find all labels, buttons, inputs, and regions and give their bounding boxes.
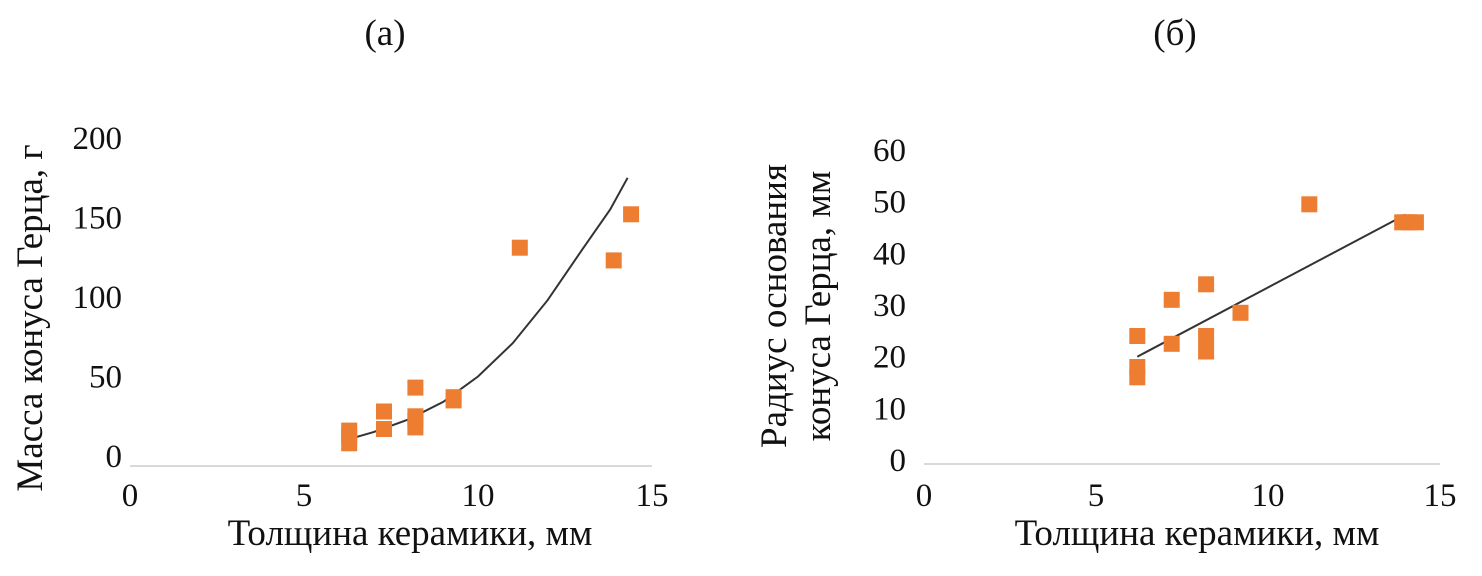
panel-a-y-tick-label: 150 xyxy=(73,201,123,237)
panel-b-y-axis-title-line1: Радиус основания xyxy=(754,164,795,448)
panel-b-y-tick-labels: 0 10 20 30 40 50 60 xyxy=(873,133,906,479)
panel-b-data-point xyxy=(1301,196,1318,213)
panel-b-y-tick-label: 40 xyxy=(873,236,906,272)
panel-a-points xyxy=(341,206,640,452)
panel-b-data-point xyxy=(1129,328,1146,344)
panel-a-data-point xyxy=(376,421,392,437)
panel-a-data-point xyxy=(605,252,622,269)
panel-a-data-point xyxy=(511,239,528,256)
panel-b-data-point xyxy=(1163,335,1180,352)
panel-a-data-point xyxy=(341,422,358,439)
panel-b-x-tick-label: 5 xyxy=(1088,478,1105,514)
panel-b-y-tick-label: 60 xyxy=(873,133,906,169)
panel-a-data-point xyxy=(445,392,462,409)
panel-b-data-point xyxy=(1129,359,1146,375)
panel-b-x-tick-label: 15 xyxy=(1424,478,1457,514)
panel-a-data-point xyxy=(407,379,424,396)
panel-a-trendline xyxy=(345,177,629,442)
panel-b-x-tick-label: 10 xyxy=(1252,478,1285,514)
panel-a: (а) 0 50 100 150 200 0 5 10 15 Толщина керамики… xyxy=(10,13,669,554)
panel-b: (б) 0 10 20 30 40 50 60 0 5 10 15 Толщина керамик… xyxy=(754,13,1457,554)
panel-a-x-tick-labels: 0 5 10 15 xyxy=(122,478,669,514)
panel-a-y-tick-label: 50 xyxy=(89,360,122,396)
panel-a-x-tick-label: 10 xyxy=(462,478,495,514)
panel-a-y-axis-title: Масса конуса Герца, г xyxy=(10,144,51,491)
panel-a-label: (а) xyxy=(364,13,405,54)
panel-b-y-tick-label: 0 xyxy=(890,443,907,479)
panel-b-y-axis-title-line2: конуса Герца, мм xyxy=(798,171,839,442)
panel-b-data-point xyxy=(1198,276,1215,293)
panel-b-data-point xyxy=(1407,214,1424,231)
panel-b-x-axis-title: Толщина керамики, мм xyxy=(1015,513,1380,554)
panel-a-x-axis-title: Толщина керамики, мм xyxy=(228,513,593,554)
panel-b-label: (б) xyxy=(1153,13,1196,54)
panel-a-data-point xyxy=(407,408,424,425)
panel-b-points xyxy=(1129,196,1424,386)
panel-b-trendline xyxy=(1136,213,1407,358)
panel-a-y-tick-label: 200 xyxy=(73,121,123,157)
panel-a-x-tick-label: 0 xyxy=(122,478,139,514)
panel-b-y-tick-label: 20 xyxy=(873,340,906,376)
panel-b-x-tick-label: 0 xyxy=(916,478,933,514)
panel-a-y-tick-label: 100 xyxy=(73,280,123,316)
panel-b-x-tick-labels: 0 5 10 15 xyxy=(916,478,1457,514)
panel-b-data-point xyxy=(1198,328,1215,344)
panel-a-data-point xyxy=(376,403,392,420)
panel-b-y-tick-label: 50 xyxy=(873,185,906,221)
panel-b-data-point xyxy=(1232,304,1249,321)
panel-b-data-point xyxy=(1163,291,1180,308)
panel-b-y-tick-label: 10 xyxy=(873,391,906,427)
panel-a-y-tick-label: 0 xyxy=(106,439,123,475)
panel-a-y-tick-labels: 0 50 100 150 200 xyxy=(73,121,123,475)
panel-b-data-point xyxy=(1198,343,1215,360)
panel-a-data-point xyxy=(623,206,640,223)
panel-a-x-tick-label: 5 xyxy=(296,478,313,514)
panel-b-y-tick-label: 30 xyxy=(873,288,906,324)
panel-a-x-tick-label: 15 xyxy=(636,478,669,514)
